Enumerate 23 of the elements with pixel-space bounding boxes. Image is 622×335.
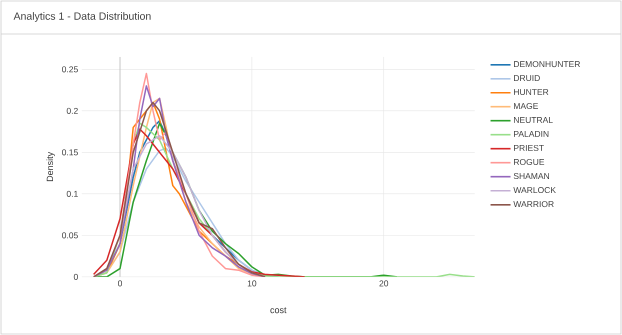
y-tick-label: 0.25	[62, 66, 78, 72]
legend-label: DEMONHUNTER	[514, 61, 580, 68]
chart-title: Analytics 1 - Data Distribution	[14, 12, 151, 22]
y-tick-label: 0.05	[62, 232, 78, 238]
x-tick-label: 10	[248, 280, 256, 286]
legend-label: HUNTER	[514, 89, 548, 95]
y-tick-label: 0.15	[62, 149, 78, 156]
legend-label: PRIEST	[514, 144, 544, 151]
legend-label: SHAMAN	[514, 173, 550, 180]
x-tick-label: 20	[379, 280, 388, 286]
legend-label: NEUTRAL	[514, 117, 553, 123]
legend-label: WARRIOR	[513, 201, 554, 208]
y-tick-label: 0.1	[66, 190, 78, 197]
y-tick-label: 0	[74, 274, 78, 280]
legend-label: WARLOCK	[513, 187, 556, 194]
legend-label: ROGUE	[514, 158, 544, 165]
legend-label: DRUID	[514, 75, 540, 82]
y-tick-label: 0.2	[66, 108, 78, 114]
x-axis-title: cost	[270, 307, 286, 314]
x-tick-label: 0	[118, 280, 122, 286]
y-axis-title: Density	[46, 152, 55, 182]
legend-label: PALADIN	[514, 130, 548, 137]
legend-label: MAGE	[514, 103, 538, 110]
